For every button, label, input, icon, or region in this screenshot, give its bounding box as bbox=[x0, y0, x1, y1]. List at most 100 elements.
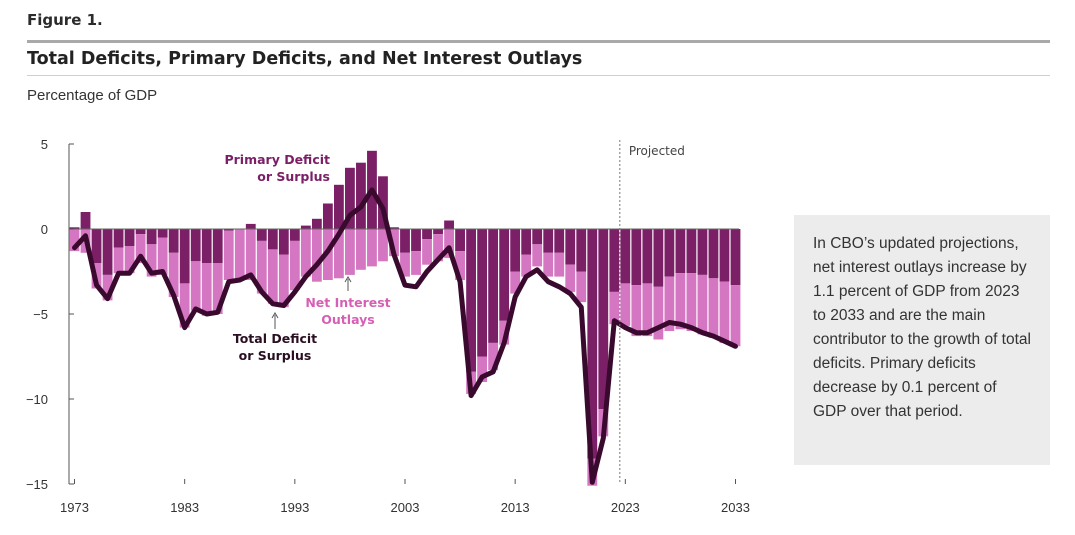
primary-deficit-bar bbox=[532, 229, 543, 245]
net-interest-bar bbox=[135, 234, 146, 263]
primary-deficit-bar bbox=[697, 229, 708, 275]
x-tick-label: 2023 bbox=[611, 500, 640, 515]
projected-label: Projected bbox=[629, 144, 685, 158]
net-interest-bar bbox=[223, 230, 234, 280]
interest-annotation-arrowhead bbox=[344, 276, 352, 283]
net-interest-bar bbox=[212, 263, 223, 314]
primary-deficit-bar bbox=[609, 229, 620, 292]
net-interest-bar bbox=[631, 285, 642, 337]
primary-deficit-bar bbox=[521, 229, 532, 255]
total-deficit-line bbox=[72, 187, 738, 485]
primary-deficit-bar bbox=[245, 223, 256, 229]
primary-deficit-bar bbox=[455, 229, 465, 252]
net-interest-bar bbox=[179, 283, 190, 328]
primary-deficit-bar bbox=[300, 225, 311, 229]
total-annotation-line1: Total Deficit bbox=[233, 331, 317, 346]
primary-deficit-bar bbox=[256, 229, 267, 241]
primary-deficit-bar bbox=[444, 220, 454, 229]
total-annotation-arrowhead bbox=[271, 312, 279, 319]
primary-deficit-bar bbox=[477, 229, 488, 357]
net-interest-bar bbox=[488, 342, 499, 371]
y-tick-label: −10 bbox=[26, 392, 48, 407]
primary-deficit-bar bbox=[510, 229, 521, 272]
net-interest-bar bbox=[730, 285, 741, 347]
primary-deficit-bar bbox=[466, 229, 477, 372]
primary-deficit-bar bbox=[675, 229, 686, 274]
bar-layer bbox=[69, 150, 741, 486]
net-interest-bar bbox=[356, 229, 366, 270]
net-interest-bar bbox=[642, 283, 653, 337]
primary-deficit-bar bbox=[179, 229, 190, 284]
net-interest-bar bbox=[576, 271, 587, 303]
interest-annotation-line2: Outlays bbox=[321, 312, 374, 327]
primary-deficit-bar bbox=[411, 229, 421, 252]
primary-deficit-bar bbox=[631, 229, 642, 286]
net-interest-bar bbox=[422, 239, 432, 265]
primary-deficit-bar bbox=[598, 229, 609, 410]
primary-deficit-bar bbox=[730, 229, 741, 286]
net-interest-bar bbox=[278, 254, 289, 308]
primary-deficit-bar bbox=[708, 229, 719, 279]
primary-deficit-bar bbox=[113, 229, 124, 248]
primary-deficit-bar bbox=[620, 229, 631, 284]
primary-deficit-bar bbox=[311, 218, 322, 229]
x-tick-label: 1983 bbox=[170, 500, 199, 515]
net-interest-bar bbox=[609, 291, 620, 325]
primary-deficit-bar bbox=[278, 229, 289, 255]
primary-deficit-bar bbox=[267, 229, 278, 250]
primary-deficit-bar bbox=[587, 229, 598, 459]
primary-deficit-bar bbox=[576, 229, 587, 272]
primary-deficit-bar bbox=[356, 162, 366, 229]
x-tick-label: 1993 bbox=[280, 500, 309, 515]
y-tick-label: −15 bbox=[26, 477, 48, 492]
primary-deficit-bar bbox=[433, 229, 443, 235]
net-interest-bar bbox=[345, 229, 355, 275]
net-interest-bar bbox=[256, 240, 267, 294]
primary-deficit-bar bbox=[345, 167, 355, 229]
net-interest-bar bbox=[620, 283, 631, 326]
net-interest-bar bbox=[477, 356, 488, 382]
x-tick-label: 1973 bbox=[60, 500, 89, 515]
primary-deficit-bar bbox=[686, 229, 697, 274]
primary-deficit-bar bbox=[146, 229, 157, 245]
primary-deficit-bar bbox=[422, 229, 432, 240]
net-interest-bar bbox=[543, 252, 554, 277]
primary-deficit-bar bbox=[102, 229, 113, 275]
net-interest-bar bbox=[444, 229, 454, 258]
net-interest-bar bbox=[289, 240, 300, 291]
net-interest-bar bbox=[686, 273, 697, 331]
net-interest-bar bbox=[102, 274, 113, 301]
primary-deficit-annotation-line1: Primary Deficit bbox=[224, 152, 330, 167]
net-interest-bar bbox=[201, 263, 212, 316]
net-interest-bar bbox=[267, 249, 278, 304]
y-tick-label: 5 bbox=[41, 137, 48, 152]
primary-deficit-bar bbox=[212, 229, 223, 263]
primary-deficit-bar bbox=[543, 229, 554, 253]
total-annotation-line2: or Surplus bbox=[239, 348, 312, 363]
net-interest-bar bbox=[411, 251, 421, 275]
primary-deficit-bar bbox=[223, 229, 234, 231]
primary-deficit-bar bbox=[642, 229, 653, 284]
primary-deficit-bar bbox=[389, 227, 399, 229]
net-interest-bar bbox=[510, 271, 521, 294]
primary-deficit-bar bbox=[719, 229, 730, 282]
primary-deficit-bar bbox=[124, 229, 135, 246]
net-interest-bar bbox=[157, 237, 168, 275]
chart-title: Total Deficits, Primary Deficits, and Ne… bbox=[27, 49, 583, 69]
net-interest-bar bbox=[565, 264, 576, 292]
interest-annotation-line1: Net Interest bbox=[305, 295, 390, 310]
explanation-note: In CBO’s updated projections, net intere… bbox=[794, 215, 1050, 465]
net-interest-bar bbox=[719, 281, 730, 343]
net-interest-bar bbox=[124, 246, 135, 274]
net-interest-bar bbox=[697, 274, 708, 335]
primary-deficit-bar bbox=[69, 227, 80, 229]
primary-deficit-bar bbox=[400, 229, 410, 253]
net-interest-bar bbox=[389, 229, 399, 257]
primary-deficit-bar bbox=[168, 229, 179, 253]
net-interest-bar bbox=[113, 247, 124, 274]
primary-deficit-bar bbox=[333, 184, 344, 229]
net-interest-bar bbox=[378, 229, 388, 262]
net-interest-bar bbox=[521, 254, 532, 277]
net-interest-bar bbox=[300, 229, 311, 277]
y-tick-label: −5 bbox=[33, 307, 48, 322]
